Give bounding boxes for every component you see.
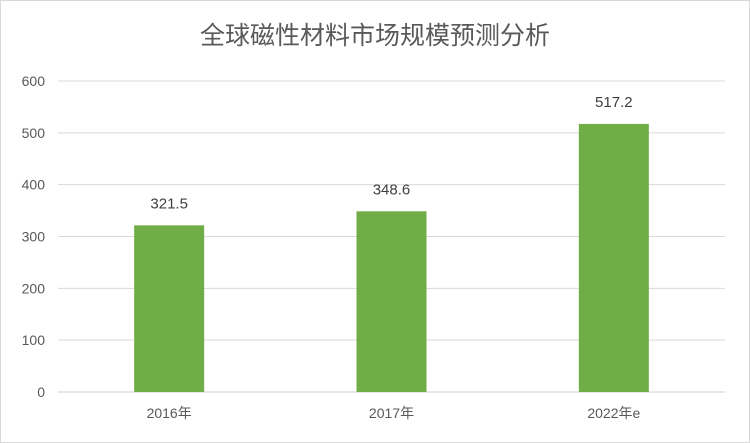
chart-title: 全球磁性材料市场规模预测分析 <box>199 21 550 50</box>
data-label: 517.2 <box>595 94 633 111</box>
data-label: 348.6 <box>373 181 411 198</box>
x-tick-label: 2017年 <box>369 405 414 421</box>
bar <box>134 225 205 392</box>
bar <box>356 211 427 392</box>
y-tick-label: 200 <box>22 280 46 296</box>
y-tick-label: 0 <box>37 384 45 400</box>
x-tick-label: 2016年 <box>147 405 192 421</box>
y-tick-label: 600 <box>22 73 46 89</box>
data-label: 321.5 <box>150 195 188 212</box>
y-tick-label: 100 <box>22 332 46 348</box>
y-tick-label: 400 <box>22 177 46 193</box>
y-tick-label: 300 <box>22 229 46 245</box>
y-tick-label: 500 <box>22 125 46 141</box>
x-tick-label: 2022年e <box>587 405 640 421</box>
bar <box>578 123 649 392</box>
